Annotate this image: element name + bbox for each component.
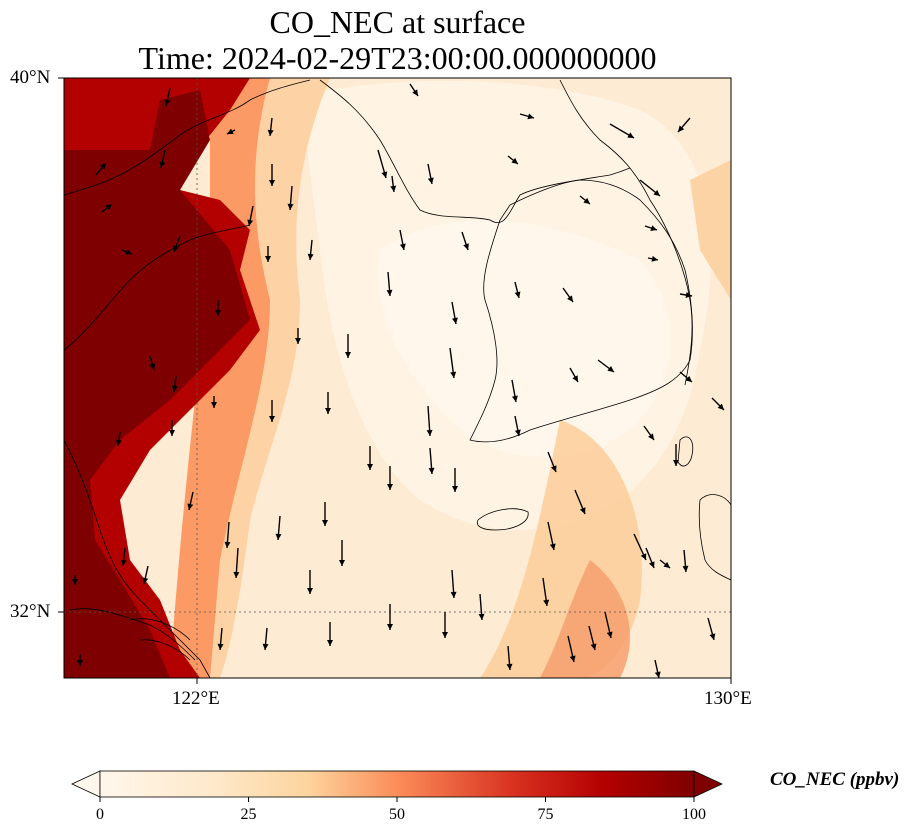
map-title: CO_NEC at surface <box>269 4 526 40</box>
colorbar-tick-25: 25 <box>240 806 257 823</box>
gridlines <box>64 78 731 678</box>
lat-label-32: 32°N <box>10 601 51 622</box>
map-frame <box>63 77 732 679</box>
lon-label-122: 122°E <box>172 688 220 709</box>
colorbar-tick-50: 50 <box>389 806 405 823</box>
colorbar <box>71 770 723 802</box>
axis-ticks <box>58 77 732 684</box>
wind-vectors <box>72 83 725 678</box>
lon-label-130: 130°E <box>704 688 752 709</box>
coastlines <box>64 79 731 678</box>
map-time: Time: 2024-02-29T23:00:00.000000000 <box>138 40 657 76</box>
lat-label-40: 40°N <box>10 67 51 88</box>
colorbar-title: CO_NEC (ppbv) <box>770 769 900 790</box>
colorbar-tick-0: 0 <box>96 806 104 823</box>
co-concentration-field <box>64 78 731 678</box>
colorbar-tick-100: 100 <box>682 806 706 823</box>
colorbar-tick-75: 75 <box>537 806 554 823</box>
